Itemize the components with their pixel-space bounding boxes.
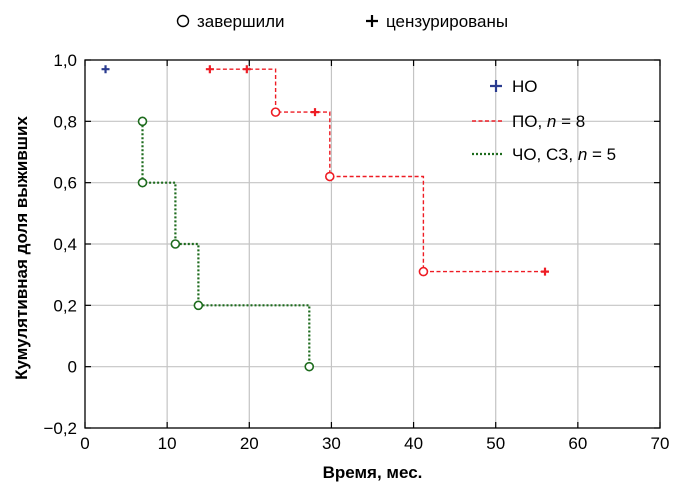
x-tick-label: 20 [240, 434, 259, 453]
series-2 [137, 116, 315, 372]
grid-lines [85, 60, 660, 428]
complete-marker [170, 239, 181, 249]
complete-marker [304, 361, 315, 372]
top-legend-label: цензурированы [386, 12, 508, 31]
x-tick-label: 60 [568, 434, 587, 453]
y-axis-label: Кумулятивная доля выживших [12, 116, 31, 380]
x-axis-label: Время, мес. [323, 463, 423, 482]
legend-label-part: ПО, [512, 112, 547, 131]
top-legend-item: цензурированы [366, 12, 508, 31]
legend: НО ПО, n = 8 ЧО, СЗ, n = 5 [472, 77, 616, 164]
legend-label-part: n [547, 112, 556, 131]
x-tick-label: 40 [404, 434, 423, 453]
top-legend-circle-icon [176, 14, 190, 28]
complete-marker [137, 116, 148, 127]
top-legend-plus-icon [366, 15, 378, 27]
y-tick-label: 0,6 [53, 174, 77, 193]
legend-label-part: НО [512, 77, 538, 96]
axes: 0 10 20 30 40 50 60 70−0,200,20,40,60,81,0 [43, 51, 669, 453]
censored-marker [242, 65, 251, 74]
y-tick-label: 0 [68, 358, 77, 377]
legend-label-part: = 8 [556, 112, 585, 131]
legend-label-part: ЧО, СЗ, [512, 145, 578, 164]
complete-marker [324, 171, 335, 182]
legend-label: ПО, n = 8 [512, 112, 585, 131]
legend-label: НО [512, 77, 538, 96]
complete-marker [270, 107, 281, 117]
legend-item: НО [490, 77, 538, 96]
top-legend-item: завершили [176, 12, 285, 31]
y-tick-label: 0,4 [53, 235, 77, 254]
legend-label-part: n [578, 145, 587, 164]
legend-symbol [490, 80, 502, 92]
x-tick-label: 0 [80, 434, 89, 453]
series-1 [205, 65, 549, 277]
series-layer [101, 65, 549, 372]
top-legend-label: завершили [197, 12, 285, 31]
y-tick-label: 0,8 [53, 112, 77, 131]
censored-marker [311, 108, 319, 117]
x-tick-label: 30 [322, 434, 341, 453]
legend-label-part: = 5 [587, 145, 616, 164]
y-tick-label: 0,2 [53, 296, 77, 315]
series-step-line [209, 68, 545, 273]
censored-marker [541, 267, 549, 276]
y-tick-label: 1,0 [53, 51, 77, 70]
censored-marker [205, 65, 214, 74]
complete-marker [418, 266, 429, 277]
legend-item: ПО, n = 8 [472, 112, 585, 131]
legend-label: ЧО, СЗ, n = 5 [512, 145, 616, 164]
complete-marker [137, 177, 148, 188]
top-legend: завершили цензурированы [176, 12, 508, 31]
series-0 [101, 65, 110, 74]
x-tick-label: 10 [158, 434, 177, 453]
complete-marker [193, 300, 204, 311]
axis-labels: Время, мес. Кумулятивная доля выживших [12, 116, 422, 482]
x-tick-label: 70 [651, 434, 670, 453]
series-step-line [141, 121, 311, 367]
x-tick-label: 50 [486, 434, 505, 453]
y-tick-label: −0,2 [43, 419, 77, 438]
legend-item: ЧО, СЗ, n = 5 [472, 145, 616, 164]
censored-marker [101, 65, 110, 74]
